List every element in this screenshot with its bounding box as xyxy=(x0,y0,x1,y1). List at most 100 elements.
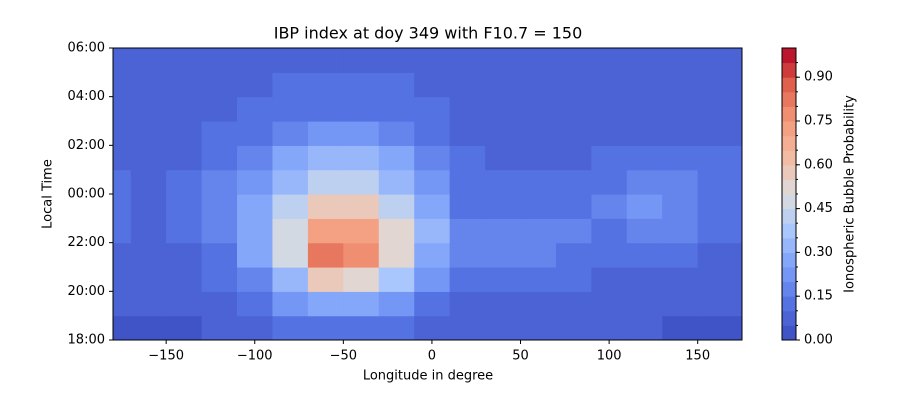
y-tick-label: 00:00 xyxy=(68,187,105,202)
contour-cell xyxy=(272,242,309,268)
contour-cell xyxy=(237,267,274,292)
contour-field xyxy=(113,48,742,340)
colorbar-band xyxy=(782,194,796,210)
contour-cell xyxy=(520,218,557,244)
contour-cell xyxy=(130,72,167,98)
contour-cell xyxy=(166,218,203,244)
contour-cell xyxy=(378,48,415,73)
contour-cell xyxy=(237,48,274,73)
contour-cell xyxy=(414,315,451,340)
contour-cell xyxy=(343,291,380,317)
contour-cell xyxy=(378,194,415,219)
contour-cell xyxy=(307,315,344,340)
contour-cell xyxy=(113,291,132,317)
contour-cell xyxy=(414,48,451,73)
colorbar-band xyxy=(782,325,796,341)
colorbar-band xyxy=(782,179,796,195)
y-tick-label: 04:00 xyxy=(68,89,105,104)
contour-cell xyxy=(697,242,742,268)
contour-cell xyxy=(237,121,274,146)
contour-cell xyxy=(272,315,309,340)
colorbar-band xyxy=(782,252,796,268)
contour-cell xyxy=(201,96,238,122)
x-tick-label: 50 xyxy=(512,349,529,364)
contour-cell xyxy=(485,267,522,292)
colorbar-band xyxy=(782,310,796,326)
contour-cell xyxy=(166,96,203,122)
contour-cell xyxy=(130,96,167,122)
contour-cell xyxy=(166,242,203,268)
contour-cell xyxy=(237,194,274,219)
contour-cell xyxy=(591,169,628,195)
contour-cell xyxy=(520,315,557,340)
contour-cell xyxy=(520,145,557,171)
contour-cell xyxy=(449,96,486,122)
contour-cell xyxy=(378,121,415,146)
contour-cell xyxy=(662,72,699,98)
colorbar-band xyxy=(782,62,796,78)
contour-cell xyxy=(520,242,557,268)
x-tick-label: −50 xyxy=(330,349,357,364)
contour-cell xyxy=(237,145,274,171)
contour-cell xyxy=(272,218,309,244)
colorbar-band xyxy=(782,267,796,283)
colorbar-tick-label: 0.75 xyxy=(804,114,833,129)
colorbar-band xyxy=(782,121,796,137)
contour-cell xyxy=(591,121,628,146)
contour-cell xyxy=(237,218,274,244)
contour-cell xyxy=(343,145,380,171)
contour-cell xyxy=(113,267,132,292)
contour-cell xyxy=(626,267,663,292)
contour-cell xyxy=(626,194,663,219)
contour-cell xyxy=(449,218,486,244)
contour-cell xyxy=(272,291,309,317)
contour-cell xyxy=(414,72,451,98)
contour-cell xyxy=(166,121,203,146)
contour-cell xyxy=(697,96,742,122)
contour-cell xyxy=(555,194,592,219)
contour-cell xyxy=(449,315,486,340)
contour-cell xyxy=(449,242,486,268)
contour-cell xyxy=(449,72,486,98)
contour-cell xyxy=(555,315,592,340)
colorbar-tick-label: 0.45 xyxy=(804,201,833,216)
contour-cell xyxy=(485,145,522,171)
contour-cell xyxy=(485,242,522,268)
contour-cell xyxy=(449,194,486,219)
contour-cell xyxy=(485,121,522,146)
contour-cell xyxy=(520,48,557,73)
contour-cell xyxy=(378,72,415,98)
contour-cell xyxy=(307,291,344,317)
contour-cell xyxy=(166,267,203,292)
contour-cell xyxy=(307,267,344,292)
contour-cell xyxy=(307,121,344,146)
contour-cell xyxy=(113,145,132,171)
colorbar-tick-label: 0.15 xyxy=(804,289,833,304)
contour-cell xyxy=(449,48,486,73)
contour-cell xyxy=(166,315,203,340)
contour-cell xyxy=(449,121,486,146)
contour-cell xyxy=(307,194,344,219)
contour-cell xyxy=(555,48,592,73)
contour-cell xyxy=(130,242,167,268)
contour-cell xyxy=(307,242,344,268)
contour-cell xyxy=(166,145,203,171)
contour-cell xyxy=(130,145,167,171)
contour-cell xyxy=(130,169,167,195)
contour-cell xyxy=(485,48,522,73)
colorbar-band xyxy=(782,106,796,122)
contour-cell xyxy=(201,48,238,73)
contour-cell xyxy=(201,194,238,219)
contour-cell xyxy=(307,96,344,122)
colorbar-label: Ionospheric Bubble Probability xyxy=(843,95,858,293)
contour-cell xyxy=(130,218,167,244)
contour-cell xyxy=(591,267,628,292)
contour-cell xyxy=(662,218,699,244)
contour-cell xyxy=(201,145,238,171)
y-tick-label: 20:00 xyxy=(68,284,105,299)
contour-cell xyxy=(662,121,699,146)
x-tick-label: 0 xyxy=(428,349,436,364)
contour-cell xyxy=(697,48,742,73)
contour-cell xyxy=(520,291,557,317)
